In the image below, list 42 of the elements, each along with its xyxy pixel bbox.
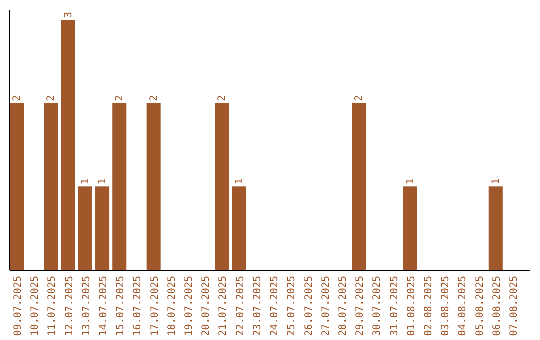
x-tick-label: 11.07.2025	[47, 276, 58, 336]
x-tick-label: 20.07.2025	[201, 276, 212, 336]
data-label: 2	[148, 95, 160, 102]
x-tick-label: 17.07.2025	[150, 276, 161, 336]
x-tick-label: 07.08.2025	[508, 276, 520, 336]
data-label: 3	[63, 12, 74, 18]
x-tick-label: 27.07.2025	[320, 276, 332, 336]
data-label: 1	[80, 178, 92, 185]
x-tick-label: 05.08.2025	[474, 276, 486, 336]
data-label: 2	[354, 95, 366, 102]
x-tick-label: 18.07.2025	[166, 276, 178, 336]
x-tick-label: 04.08.2025	[458, 276, 469, 336]
data-label: 2	[12, 95, 24, 102]
x-tick-label: 19.07.2025	[184, 276, 196, 336]
x-tick-label: 06.08.2025	[492, 276, 503, 336]
x-tick-label: 01.08.2025	[406, 276, 418, 336]
data-label: 1	[405, 178, 416, 185]
data-label: 1	[490, 178, 502, 185]
data-label: 2	[114, 95, 126, 102]
x-tick-label: 09.07.2025	[13, 276, 24, 336]
x-tick-label: 16.07.2025	[132, 276, 144, 336]
x-tick-label: 15.07.2025	[116, 276, 127, 336]
x-tick-label: 25.07.2025	[286, 276, 298, 336]
x-tick-label: 30.07.2025	[372, 276, 384, 336]
x-tick-label: 29.07.2025	[355, 276, 366, 336]
x-tick-label: 10.07.2025	[30, 276, 42, 336]
x-tick-label: 22.07.2025	[235, 276, 246, 336]
x-tick-label: 23.07.2025	[252, 276, 264, 336]
data-label: 2	[46, 95, 58, 102]
x-tick-label: 24.07.2025	[270, 276, 281, 336]
x-tick-label: 14.07.2025	[98, 276, 110, 336]
x-tick-label: 02.08.2025	[423, 276, 434, 336]
x-tick-label: 13.07.2025	[81, 276, 92, 336]
x-tick-label: 26.07.2025	[304, 276, 315, 336]
data-label: 1	[234, 178, 246, 185]
x-tick-label: 28.07.2025	[338, 276, 349, 336]
x-tick-label: 03.08.2025	[440, 276, 452, 336]
x-tick-label: 21.07.2025	[218, 276, 230, 336]
x-tick-label: 31.07.2025	[389, 276, 400, 336]
x-tick-label: 12.07.2025	[64, 276, 76, 336]
data-label: 2	[217, 95, 228, 102]
data-label: 1	[98, 178, 109, 185]
